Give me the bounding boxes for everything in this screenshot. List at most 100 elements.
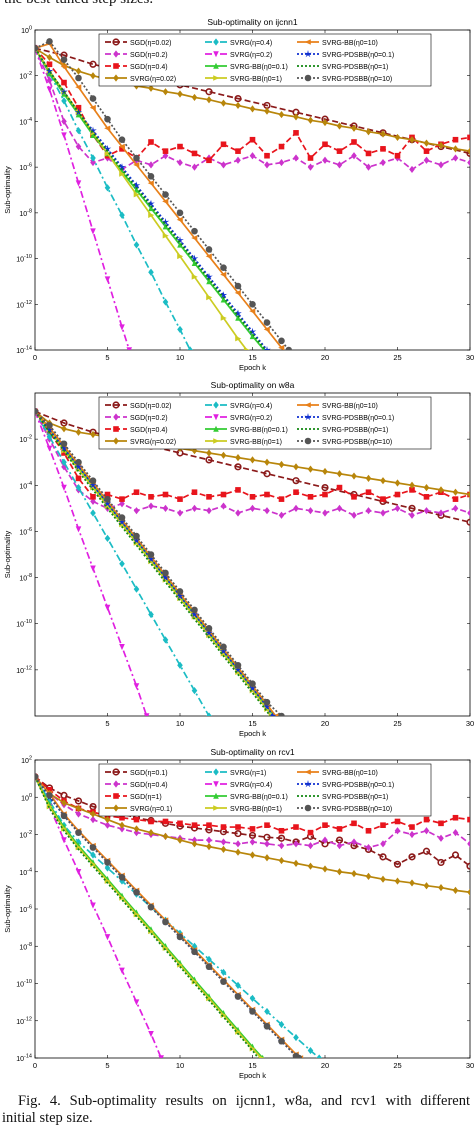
- x-tick-label: 10: [176, 1061, 184, 1070]
- marker: [263, 702, 271, 711]
- marker: [119, 171, 126, 177]
- marker: [75, 526, 82, 533]
- marker: [90, 497, 96, 506]
- marker: [351, 472, 357, 480]
- marker: [322, 467, 328, 476]
- marker: [112, 768, 120, 776]
- marker: [90, 902, 96, 909]
- legend-label: SGD(η=0.1): [130, 770, 168, 777]
- marker: [394, 818, 401, 825]
- marker: [437, 858, 445, 867]
- y-tick-label: 10-10: [16, 619, 32, 629]
- marker: [133, 585, 140, 593]
- marker: [187, 346, 193, 350]
- marker: [176, 216, 183, 223]
- marker: [409, 511, 415, 519]
- marker: [104, 276, 111, 283]
- marker: [307, 1046, 314, 1055]
- legend-label: SVRG-BB(η0=10): [322, 40, 378, 47]
- x-tick-label: 30: [466, 719, 474, 728]
- legend-label: SVRG-PDSBB(η0=0.1): [322, 52, 394, 59]
- marker: [162, 818, 169, 825]
- marker: [45, 425, 54, 434]
- legend-label: SVRG-BB(η0=1): [230, 439, 282, 446]
- marker: [423, 507, 430, 515]
- x-tick-label: 20: [321, 1061, 329, 1070]
- marker: [90, 816, 96, 824]
- legend-label: SVRG-PDSBB(η0=1): [322, 64, 388, 71]
- marker: [133, 999, 140, 1006]
- marker: [321, 483, 329, 492]
- marker: [380, 509, 386, 517]
- marker: [220, 99, 227, 107]
- marker: [46, 53, 53, 62]
- marker: [248, 327, 257, 335]
- marker: [336, 148, 343, 154]
- marker: [206, 822, 212, 828]
- marker: [177, 509, 183, 517]
- figure-caption: Fig. 4. Sub-optimality results on ijcnn1…: [0, 1093, 474, 1127]
- marker: [234, 282, 242, 290]
- marker: [304, 437, 312, 445]
- marker: [118, 874, 126, 881]
- marker: [278, 460, 285, 469]
- marker: [409, 824, 415, 830]
- marker: [89, 60, 97, 68]
- marker: [148, 1030, 154, 1038]
- marker: [190, 610, 199, 618]
- marker: [104, 534, 111, 542]
- marker: [206, 157, 212, 164]
- marker: [263, 698, 271, 706]
- marker: [409, 487, 415, 493]
- marker: [235, 509, 241, 517]
- legend-label: SVRG-PDSBB(η0=0.1): [322, 782, 394, 789]
- marker: [75, 142, 82, 151]
- legend-label: SVRG-PDSBB(η0=0.1): [322, 415, 394, 422]
- marker: [75, 428, 82, 436]
- marker: [61, 837, 67, 844]
- marker: [408, 504, 416, 512]
- marker: [46, 70, 53, 77]
- marker: [162, 232, 169, 239]
- marker: [162, 88, 169, 96]
- marker: [249, 136, 256, 143]
- marker: [408, 853, 416, 861]
- marker: [272, 713, 279, 716]
- legend-box: [98, 396, 432, 450]
- marker: [90, 494, 96, 500]
- marker: [307, 155, 314, 161]
- marker: [177, 158, 183, 167]
- marker: [206, 294, 213, 301]
- marker: [249, 332, 256, 340]
- marker: [162, 832, 169, 840]
- marker: [423, 827, 430, 835]
- chart-title: Sub-optimality on w8a: [211, 380, 295, 390]
- marker: [148, 829, 154, 837]
- marker: [148, 268, 154, 276]
- marker: [191, 822, 198, 828]
- marker: [90, 565, 96, 572]
- marker: [380, 477, 386, 485]
- marker: [118, 518, 126, 526]
- marker: [35, 408, 39, 415]
- marker: [220, 643, 227, 651]
- marker: [234, 665, 242, 674]
- marker: [61, 79, 67, 86]
- marker: [365, 507, 372, 515]
- marker: [213, 768, 219, 776]
- marker: [133, 888, 140, 896]
- marker: [293, 504, 299, 512]
- marker: [119, 496, 125, 502]
- marker: [336, 470, 343, 478]
- marker: [35, 44, 39, 52]
- marker: [234, 463, 242, 471]
- marker: [234, 309, 242, 317]
- marker: [104, 859, 111, 866]
- marker: [75, 84, 82, 90]
- y-tick-label: 10-4: [19, 117, 32, 127]
- marker: [191, 227, 198, 235]
- marker: [133, 191, 140, 198]
- marker: [89, 95, 97, 102]
- legend-label: SVRG-BB(η0=10): [322, 403, 378, 410]
- marker: [206, 712, 212, 716]
